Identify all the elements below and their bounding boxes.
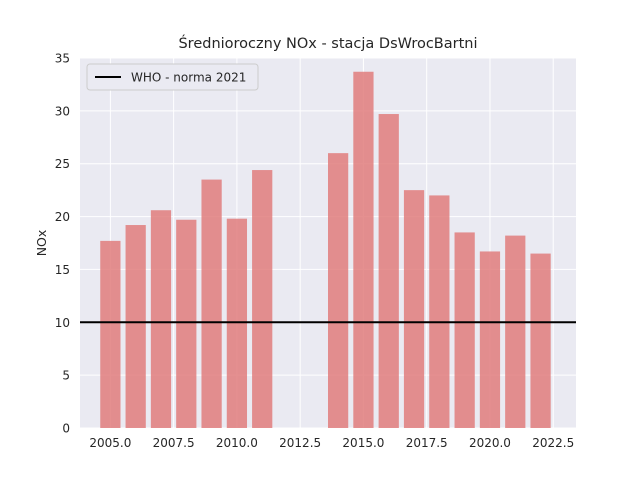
y-tick-label: 20 bbox=[55, 210, 70, 224]
bar bbox=[201, 179, 222, 428]
bar bbox=[252, 170, 273, 429]
bar bbox=[150, 210, 172, 428]
bar bbox=[479, 251, 501, 428]
legend-entry: WHO - norma 2021 bbox=[131, 71, 246, 85]
y-tick-label: 5 bbox=[62, 369, 70, 383]
bars bbox=[100, 71, 551, 429]
x-tick-label: 2005.0 bbox=[89, 436, 131, 450]
y-tick-label: 35 bbox=[55, 52, 70, 66]
bar bbox=[454, 232, 475, 428]
bar bbox=[403, 190, 425, 428]
x-tick-label: 2020.0 bbox=[469, 436, 511, 450]
x-tick-label: 2010.0 bbox=[216, 436, 258, 450]
x-tick-label: 2015.0 bbox=[342, 436, 384, 450]
legend-box bbox=[86, 63, 259, 91]
y-tick-label: 30 bbox=[55, 104, 70, 118]
bar bbox=[530, 253, 551, 428]
y-tick-label: 15 bbox=[55, 263, 70, 277]
x-tick-label: 2007.5 bbox=[153, 436, 195, 450]
y-tick-label: 25 bbox=[55, 157, 70, 171]
bar bbox=[226, 218, 248, 428]
bar bbox=[176, 219, 197, 428]
bar bbox=[353, 71, 374, 428]
x-tick-label: 2022.5 bbox=[532, 436, 574, 450]
bar bbox=[505, 235, 526, 428]
y-ticks: 0 5 10 15 20 25 30 35 bbox=[55, 52, 70, 436]
bar bbox=[328, 153, 349, 428]
legend: WHO - norma 2021 bbox=[86, 63, 259, 91]
bar bbox=[100, 240, 121, 428]
y-tick-label: 0 bbox=[62, 422, 70, 436]
y-axis-label: NOx bbox=[34, 230, 49, 257]
x-tick-label: 2017.5 bbox=[406, 436, 448, 450]
bar bbox=[429, 195, 450, 428]
y-tick-label: 10 bbox=[55, 316, 70, 330]
x-tick-label: 2012.5 bbox=[279, 436, 321, 450]
bar bbox=[378, 114, 399, 429]
bar bbox=[125, 225, 146, 428]
x-ticks: 2005.0 2007.5 2010.0 2012.5 2015.0 2017.5 2020… bbox=[89, 436, 574, 450]
chart-title: Średnioroczny NOx - stacja DsWrocBartni bbox=[178, 34, 477, 52]
